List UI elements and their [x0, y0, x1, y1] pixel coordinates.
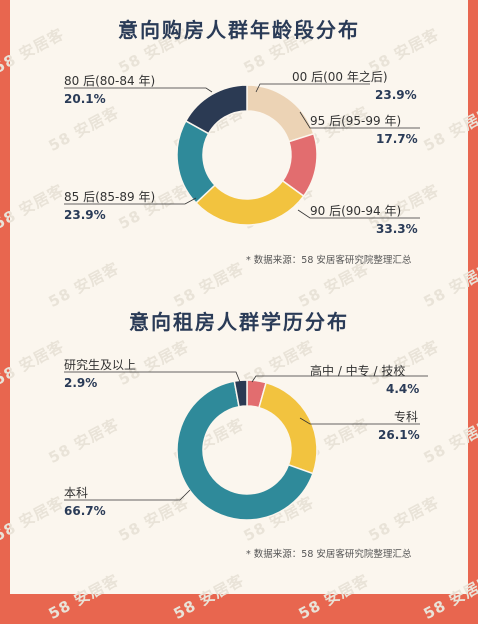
slice-value-90hou: 33.3%	[376, 222, 418, 236]
leader-line	[299, 111, 420, 129]
slice-label-80hou: 80 后(80-84 年)	[64, 74, 156, 88]
donut-slice	[258, 381, 318, 475]
chart-1-title: 意向购房人群年龄段分布	[118, 18, 360, 42]
leader-line	[64, 87, 213, 93]
slice-value-postgraduate: 2.9%	[64, 376, 98, 390]
slice-value-00hou: 23.9%	[375, 88, 417, 102]
leader-line	[255, 83, 370, 93]
leader-line	[64, 197, 197, 205]
leader-line	[299, 417, 420, 425]
slice-value-highschool: 4.4%	[386, 382, 420, 396]
slice-value-80hou: 20.1%	[64, 92, 106, 106]
slice-label-85hou: 85 后(85-89 年)	[64, 190, 156, 204]
leader-line	[297, 209, 420, 219]
donut-slice	[246, 84, 315, 143]
slice-label-90hou: 90 后(90-94 年)	[310, 204, 402, 218]
donut-age	[176, 84, 318, 226]
slice-value-junior-college: 26.1%	[378, 428, 420, 442]
slice-label-highschool: 高中 / 中专 / 技校	[310, 364, 406, 378]
chart-2-title: 意向租房人群学历分布	[129, 310, 349, 334]
slice-value-95hou: 17.7%	[376, 132, 418, 146]
donut-slice	[233, 379, 248, 408]
slice-label-95hou: 95 后(95-99 年)	[310, 114, 402, 128]
donut-education	[176, 379, 318, 521]
leader-line	[64, 371, 241, 383]
donut-charts-svg	[64, 83, 428, 521]
leader-line	[251, 375, 428, 383]
chart-2-source: * 数据来源：58 安居客研究院整理汇总	[246, 549, 412, 560]
donut-slice	[184, 84, 248, 135]
slice-value-bachelor: 66.7%	[64, 504, 106, 518]
slice-value-85hou: 23.9%	[64, 208, 106, 222]
slice-label-postgraduate: 研究生及以上	[64, 358, 137, 372]
donut-slice	[176, 380, 314, 521]
leader-line	[64, 489, 191, 501]
slice-label-00hou: 00 后(00 年之后)	[292, 70, 388, 84]
slice-label-junior-college: 专科	[394, 410, 419, 424]
leader-lines	[64, 83, 428, 501]
slice-label-bachelor: 本科	[64, 486, 89, 500]
chart-1-source: * 数据来源：58 安居客研究院整理汇总	[246, 255, 412, 266]
